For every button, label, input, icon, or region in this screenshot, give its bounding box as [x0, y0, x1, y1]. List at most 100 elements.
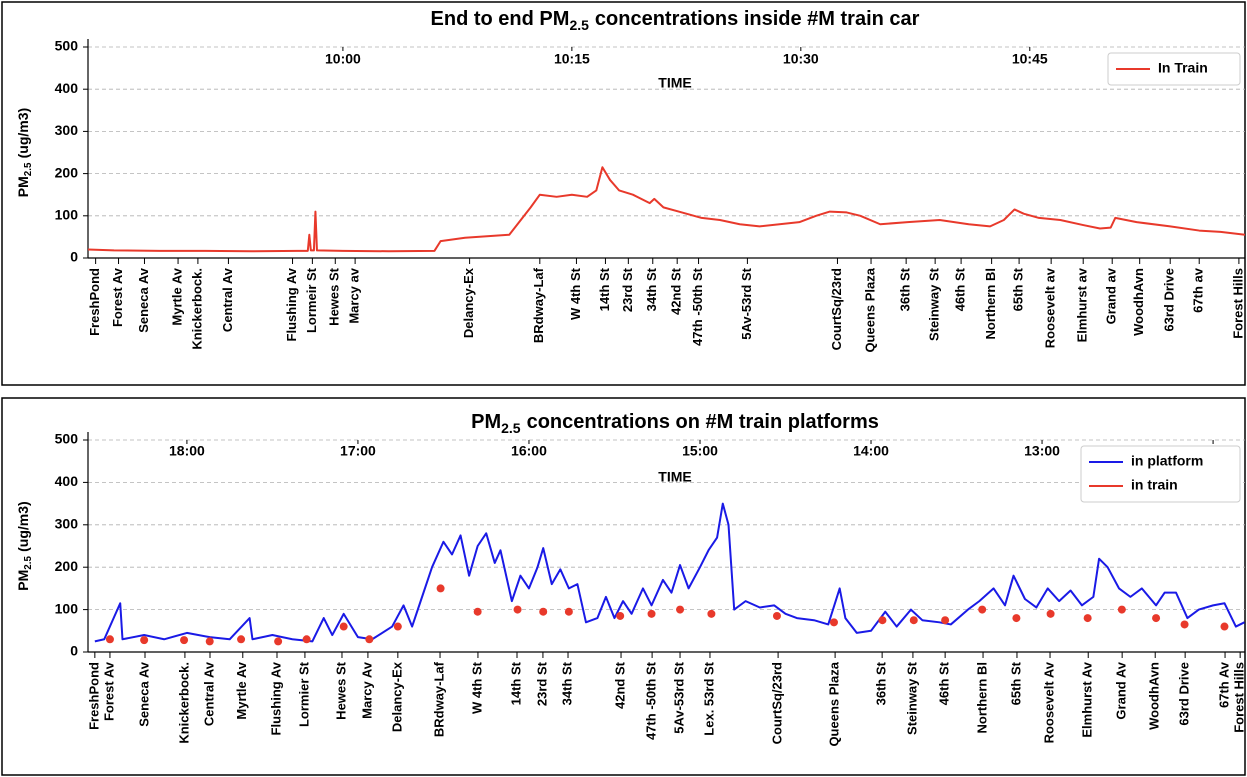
- y-tick-label: 100: [55, 600, 79, 616]
- train-point: [1083, 614, 1092, 623]
- time-tick-label: 15:00: [682, 443, 718, 459]
- station-label: 34th St: [559, 661, 574, 705]
- y-axis-label: PM2.5 (ug/m3): [15, 501, 34, 590]
- panel-border: [1, 397, 1246, 776]
- legend-label: in platform: [1131, 453, 1203, 469]
- station-label: Seneca Av: [136, 267, 151, 333]
- time-tick-label: 10:15: [554, 51, 590, 67]
- y-tick-label: 200: [55, 558, 79, 574]
- series-line: [88, 166, 1245, 253]
- y-tick-label: 200: [55, 164, 79, 180]
- station-label: 23rd St: [534, 661, 549, 706]
- station-label: Grand av: [1104, 267, 1119, 324]
- y-axis-label-sub: 2.5: [23, 556, 34, 570]
- station-label: Knickerbock.: [176, 662, 191, 744]
- station-label: Lex. 53rd St: [701, 661, 716, 735]
- station-label: Roosevelt av: [1043, 267, 1058, 348]
- y-tick-label: 500: [55, 38, 79, 54]
- train-point: [647, 609, 656, 618]
- station-label: 67th av: [1191, 267, 1206, 313]
- chart-title-rest: concentrations on #M train platforms: [527, 411, 879, 433]
- train-point: [978, 605, 987, 614]
- station-label: Queens Plaza: [862, 267, 877, 352]
- x-axis-label: TIME: [658, 75, 691, 91]
- station-label: Central Av: [201, 661, 216, 726]
- station-label: BRdway-Laf: [531, 267, 546, 343]
- series-line: [94, 502, 1245, 643]
- station-label: 34th St: [644, 267, 659, 311]
- station-label: Delancy-Ex: [389, 661, 404, 732]
- time-tick-label: 10:45: [1012, 51, 1048, 67]
- station-label: Northern Bl: [983, 268, 998, 340]
- station-label: Steinway St: [904, 661, 919, 735]
- chart-title-main: End to end PM: [431, 8, 570, 30]
- y-axis-label-rest: (ug/m3): [15, 108, 31, 159]
- train-point: [829, 618, 838, 627]
- station-label: 63rd Drive: [1162, 268, 1177, 332]
- train-point: [772, 611, 781, 620]
- station-label: Forest Av: [110, 267, 125, 327]
- train-point: [513, 605, 522, 614]
- time-tick-label: 13:00: [1024, 443, 1060, 459]
- station-label: Hewes St: [327, 267, 342, 325]
- legend-box: [1107, 52, 1241, 86]
- station-label: Central Av: [220, 267, 235, 332]
- train-point: [1152, 614, 1161, 623]
- plot-area: [94, 502, 1245, 646]
- legend-box: [1080, 445, 1241, 503]
- station-label: Delancy-Ex: [461, 267, 476, 338]
- station-label: Northern Bl: [974, 662, 989, 734]
- station-label: 5Av-53rd St: [739, 267, 754, 339]
- station-label: 42nd St: [669, 267, 684, 315]
- station-label: Forest Av: [101, 661, 116, 721]
- station-label: 65th St: [1008, 661, 1023, 705]
- train-point: [393, 622, 402, 631]
- time-tick-label: 14:00: [853, 443, 889, 459]
- station-label: Myrtle Av: [169, 267, 184, 325]
- station-label: Marcy Av: [359, 661, 374, 719]
- station-label: 23rd St: [620, 267, 635, 312]
- station-label: 14th St: [508, 661, 523, 705]
- station-label: Forest Hills: [1232, 662, 1247, 733]
- train-point: [237, 635, 246, 644]
- time-tick-label: 10:30: [783, 51, 819, 67]
- station-label: Flushing Av: [284, 267, 299, 341]
- station-label: Knickerbock.: [189, 268, 204, 350]
- train-point: [180, 636, 189, 645]
- y-tick-label: 400: [55, 473, 79, 489]
- train-point: [302, 635, 311, 644]
- chart-title-rest: concentrations inside #M train car: [595, 8, 920, 30]
- y-tick-label: 300: [55, 122, 79, 138]
- station-label: 65th St: [1011, 267, 1026, 311]
- station-label: Hewes St: [333, 661, 348, 719]
- y-axis-label-rest: (ug/m3): [15, 501, 31, 552]
- station-label: 46th St: [937, 661, 952, 705]
- station-label: W 4th St: [469, 661, 484, 714]
- train-point: [564, 607, 573, 616]
- chart-title-sub: 2.5: [501, 420, 521, 436]
- y-tick-label: 100: [55, 207, 79, 223]
- y-axis-label-main: PM: [15, 570, 31, 591]
- station-label: BRdway-Laf: [431, 661, 446, 737]
- train-point: [473, 607, 482, 616]
- train-point: [878, 616, 887, 625]
- station-label: 5Av-53rd St: [671, 661, 686, 733]
- train-point: [205, 637, 214, 646]
- station-label: 47th -50th St: [690, 267, 705, 346]
- y-tick-label: 400: [55, 80, 79, 96]
- train-point: [707, 609, 716, 618]
- station-label: WoodhAvn: [1131, 268, 1146, 336]
- y-axis-label-sub: 2.5: [23, 162, 34, 176]
- station-label: 42nd St: [612, 661, 627, 709]
- train-point: [274, 637, 283, 646]
- chart-title-sub: 2.5: [569, 17, 589, 33]
- station-label: Forest Hills: [1230, 268, 1245, 339]
- train-point: [909, 616, 918, 625]
- chart-title-main: PM: [471, 411, 501, 433]
- train-point: [436, 584, 445, 593]
- time-tick-label: 16:00: [511, 443, 547, 459]
- train-point: [1046, 609, 1055, 618]
- station-label: 67th Av: [1216, 661, 1231, 708]
- train-point: [1012, 614, 1021, 623]
- station-label: Roosevelt Av: [1041, 661, 1056, 743]
